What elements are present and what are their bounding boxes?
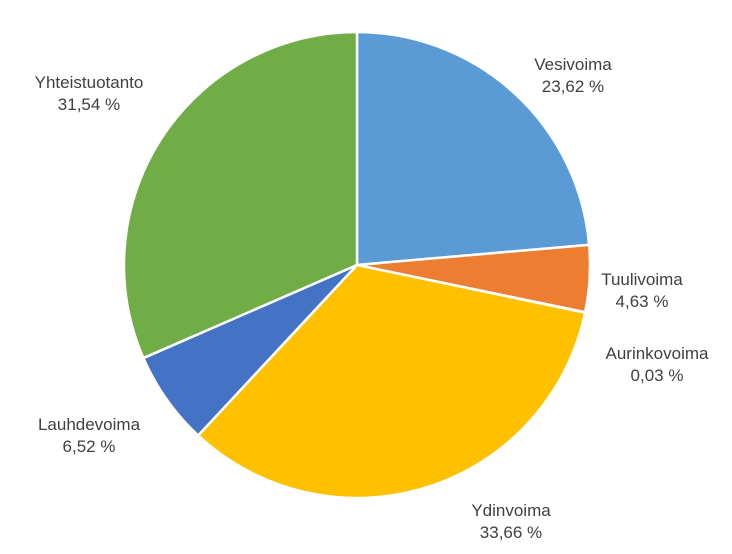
data-label-vesivoima: Vesivoima 23,62 % xyxy=(534,55,612,96)
data-label-name: Aurinkovoima xyxy=(606,344,710,363)
pie-slice-vesivoima xyxy=(355,30,591,267)
data-label-value: 4,63 % xyxy=(616,292,669,311)
data-label-value: 23,62 % xyxy=(542,77,604,96)
data-label-value: 33,66 % xyxy=(480,523,542,542)
data-label-name: Lauhdevoima xyxy=(38,415,141,434)
data-label-value: 0,03 % xyxy=(631,366,684,385)
pie-slice-ydinvoima xyxy=(196,263,587,500)
data-label-tuulivoima: Tuulivoima 4,63 % xyxy=(601,270,683,311)
data-label-ydinvoima: Ydinvoima 33,66 % xyxy=(471,501,551,542)
pie-labels: Vesivoima 23,62 % Tuulivoima 4,63 % Aurinkov… xyxy=(35,55,709,542)
data-label-name: Yhteistuotanto xyxy=(35,73,144,92)
data-label-yhteistuotanto: Yhteistuotanto 31,54 % xyxy=(35,73,144,114)
data-label-value: 6,52 % xyxy=(63,437,116,456)
data-label-value: 31,54 % xyxy=(58,95,120,114)
data-label-name: Ydinvoima xyxy=(471,501,551,520)
data-label-lauhdevoima: Lauhdevoima 6,52 % xyxy=(38,415,141,456)
pie-slices xyxy=(122,30,592,500)
data-label-name: Vesivoima xyxy=(534,55,612,74)
data-label-aurinkovoima: Aurinkovoima 0,03 % xyxy=(606,344,710,385)
data-label-name: Tuulivoima xyxy=(601,270,683,289)
pie-slice-yhteistuotanto xyxy=(122,30,359,360)
